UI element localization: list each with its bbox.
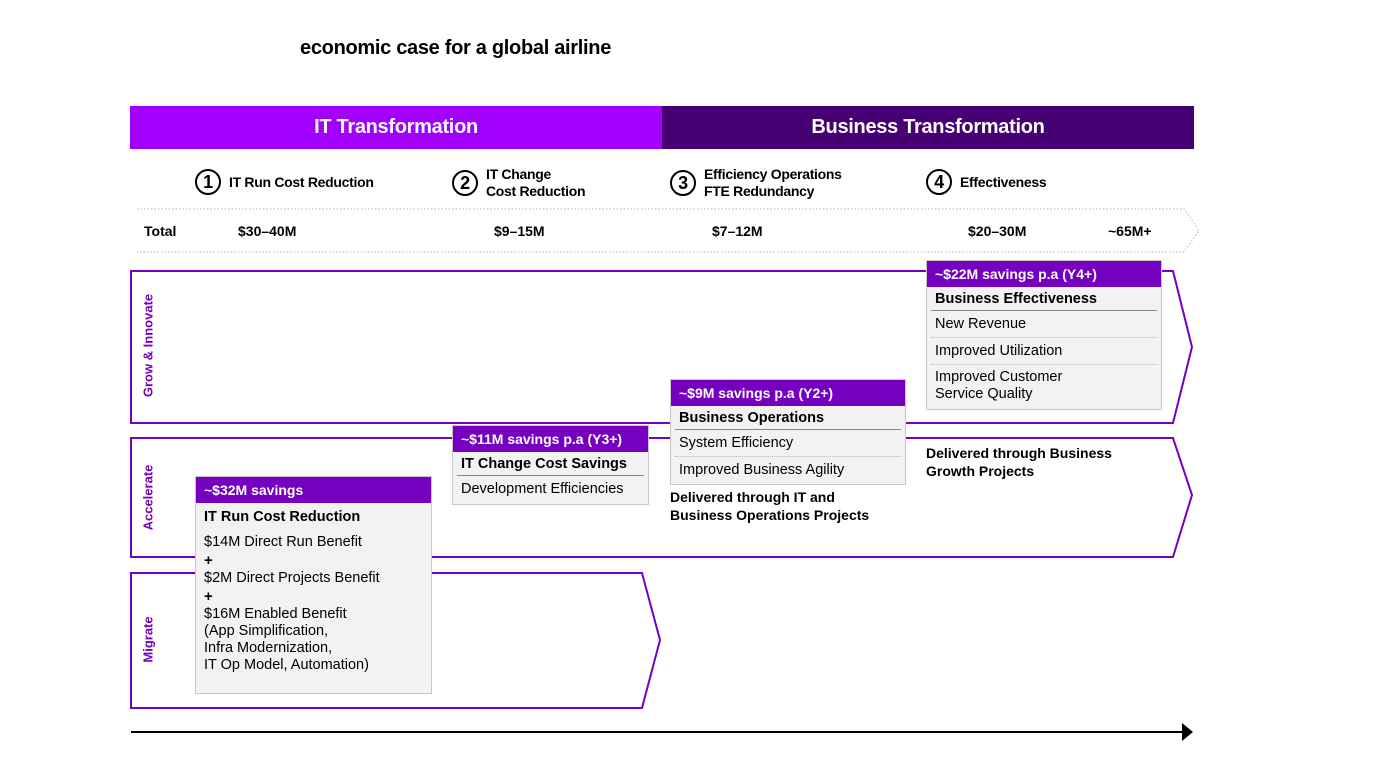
effectiveness-savings-card: ~$22M savings p.a (Y4+) Business Effecti… [926,260,1162,410]
step-number-icon: 1 [195,169,221,195]
accelerate-lane-arrow [130,437,1194,558]
step-2: 2 IT Change Cost Reduction [452,166,586,200]
delivered-business-growth: Delivered through Business Growth Projec… [926,444,1112,480]
card-row: $16M Enabled Benefit [204,606,347,622]
card-header: ~$9M savings p.a (Y2+) [671,380,905,406]
business-transformation-header: Business Transformation [662,106,1194,149]
step-number-icon: 2 [452,170,478,196]
card-row: New Revenue [931,311,1157,338]
step-3: 3 Efficiency Operations FTE Redundancy [670,166,842,200]
card-title: IT Change Cost Savings [457,452,644,476]
total-label: Total [144,223,177,239]
delivered-line: Delivered through IT and [670,489,835,505]
card-row: System Efficiency [675,430,901,457]
step-number-icon: 4 [926,169,952,195]
lane-label-migrate: Migrate [140,616,156,663]
total-value-change: $9–15M [494,223,545,239]
it-transformation-header: IT Transformation [130,106,662,149]
ops-savings-card: ~$9M savings p.a (Y2+) Business Operatio… [670,379,906,485]
card-header: ~$11M savings p.a (Y3+) [453,426,648,452]
card-row-line2: Service Quality [935,386,1033,402]
lane-label-accelerate: Accelerate [140,464,156,531]
card-row: Development Efficiencies [461,481,624,497]
plus-icon: + [204,552,213,569]
card-row: Infra Modernization, [204,640,333,656]
step-label-line2: FTE Redundancy [704,183,815,199]
step-4: 4 Effectiveness [926,169,1047,195]
lane-label-grow: Grow & Innovate [140,293,156,398]
card-title: Business Operations [675,406,901,430]
delivered-line: Growth Projects [926,463,1035,479]
card-row: Improved Business Agility [679,462,845,478]
card-row: Improved Customer Service Quality [931,365,1157,407]
delivered-line: Business Operations Projects [670,507,870,523]
card-header: ~$32M savings [196,477,431,503]
step-1: 1 IT Run Cost Reduction [195,169,374,195]
totals-arrow-bar [137,208,1200,253]
step-label-line2: Cost Reduction [486,183,586,199]
migrate-lane-arrow [130,572,662,709]
total-value-overall: ~65M+ [1108,223,1152,239]
total-value-ops: $7–12M [712,223,763,239]
card-row: $2M Direct Projects Benefit [204,570,380,586]
change-savings-card: ~$11M savings p.a (Y3+) IT Change Cost S… [452,425,649,505]
card-title: IT Run Cost Reduction [204,509,361,525]
delivered-it-ops: Delivered through IT and Business Operat… [670,488,869,524]
card-row: $14M Direct Run Benefit [204,534,362,550]
step-number-icon: 3 [670,170,696,196]
card-row: Improved Utilization [931,338,1157,365]
total-value-effectiveness: $20–30M [968,223,1027,239]
card-row: IT Op Model, Automation) [204,657,369,673]
card-header: ~$22M savings p.a (Y4+) [927,261,1161,287]
plus-icon: + [204,588,213,605]
card-row: (App Simplification, [204,623,329,639]
total-value-run: $30–40M [238,223,297,239]
step-label: IT Change [486,166,551,182]
page-title: economic case for a global airline [300,37,612,59]
step-label: Effectiveness [960,173,1047,190]
step-label: Efficiency Operations [704,166,842,182]
delivered-line: Delivered through Business [926,445,1112,461]
card-row-line1: Improved Customer [935,369,1063,385]
step-label: IT Run Cost Reduction [229,173,374,190]
run-savings-card: ~$32M savings IT Run Cost Reduction $14M… [195,476,432,694]
card-title: Business Effectiveness [931,287,1157,311]
